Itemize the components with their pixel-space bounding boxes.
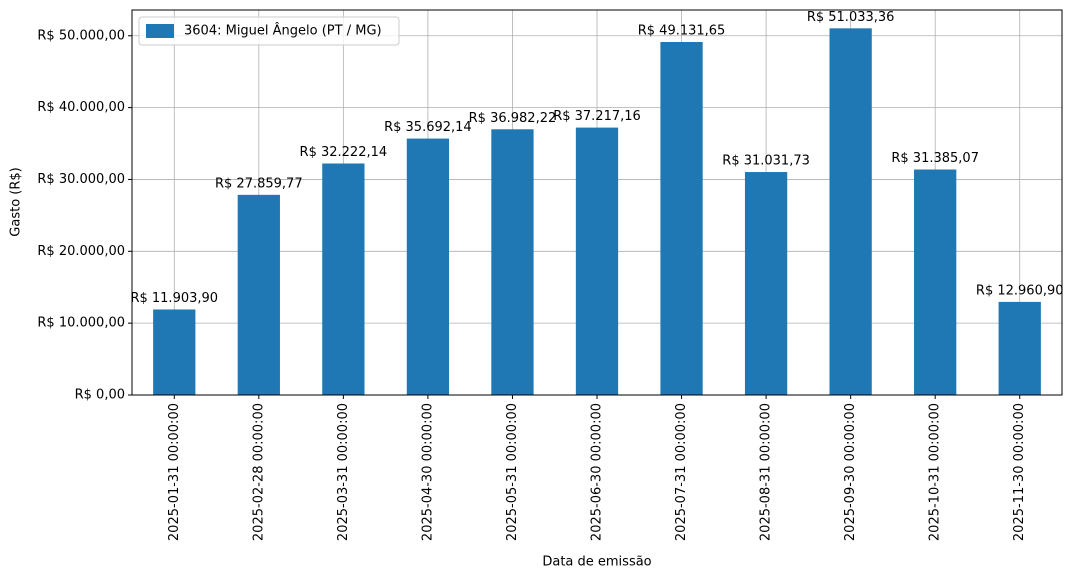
x-tick-label: 2025-10-31 00:00:00 — [928, 403, 943, 541]
x-tick-label: 2025-04-30 00:00:00 — [420, 403, 435, 541]
value-label: R$ 51.033,36 — [807, 10, 895, 25]
y-tick-label: R$ 40.000,00 — [37, 100, 125, 115]
x-tick-label: 2025-08-31 00:00:00 — [759, 403, 774, 541]
bar — [829, 28, 872, 396]
x-tick-label: 2025-11-30 00:00:00 — [1012, 403, 1027, 541]
y-axis-label: Gasto (R$) — [9, 167, 24, 236]
value-label: R$ 35.692,14 — [384, 120, 472, 135]
bar — [153, 309, 196, 395]
value-label: R$ 11.903,90 — [130, 291, 218, 306]
bar — [744, 172, 788, 395]
legend: 3604: Miguel Ângelo (PT / MG) — [138, 16, 400, 46]
y-tick-label: R$ 50.000,00 — [37, 28, 125, 43]
x-tick-label: 2025-06-30 00:00:00 — [590, 403, 605, 541]
bar — [406, 138, 450, 396]
legend-box — [138, 16, 400, 46]
bar — [322, 163, 365, 395]
legend-label: 3604: Miguel Ângelo (PT / MG) — [184, 23, 382, 39]
bar — [914, 169, 957, 395]
bar — [660, 41, 703, 395]
bar — [575, 127, 619, 396]
value-label: R$ 12.960,90 — [976, 283, 1064, 298]
value-label: R$ 27.859,77 — [215, 176, 303, 191]
y-tick-label: R$ 30.000,00 — [37, 172, 125, 187]
x-tick-label: 2025-02-28 00:00:00 — [251, 403, 266, 541]
x-tick-label: 2025-07-31 00:00:00 — [674, 403, 689, 541]
legend-swatch — [146, 24, 174, 38]
x-tick-label: 2025-05-31 00:00:00 — [505, 403, 520, 541]
x-tick-label: 2025-01-31 00:00:00 — [167, 403, 182, 541]
value-label: R$ 49.131,65 — [638, 23, 726, 38]
x-axis-label: Data de emissão — [542, 555, 651, 570]
y-tick-label: R$ 10.000,00 — [37, 316, 125, 331]
value-label: R$ 31.385,07 — [891, 151, 979, 166]
x-tick-label: 2025-03-31 00:00:00 — [336, 403, 351, 541]
value-label: R$ 31.031,73 — [722, 154, 810, 169]
value-label: R$ 32.222,14 — [300, 145, 388, 160]
value-label: R$ 37.217,16 — [553, 109, 641, 124]
bar — [237, 194, 280, 395]
value-label: R$ 36.982,22 — [469, 111, 557, 126]
y-tick-label: R$ 20.000,00 — [37, 244, 125, 259]
x-tick-label: 2025-09-30 00:00:00 — [843, 403, 858, 541]
y-tick-label: R$ 0,00 — [75, 388, 125, 403]
plot-frame — [131, 9, 1063, 396]
bar — [491, 129, 534, 395]
bar — [998, 301, 1041, 395]
